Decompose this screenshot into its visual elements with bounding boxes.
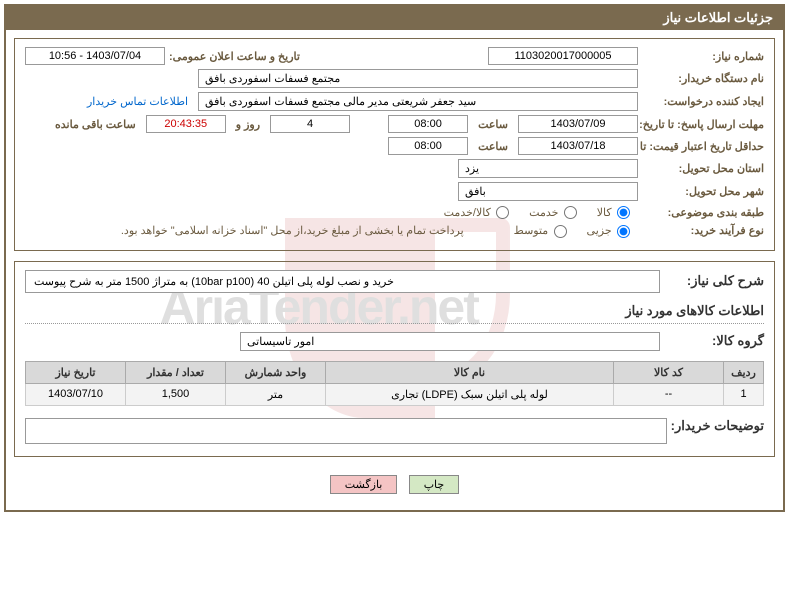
th-code: کد کالا: [614, 361, 724, 383]
announce-label: تاریخ و ساعت اعلان عمومی:: [169, 50, 300, 63]
buyer-notes-box: [25, 418, 667, 444]
city-value: بافق: [458, 182, 638, 201]
remaining-label: ساعت باقی مانده: [55, 118, 136, 131]
cell-name: لوله پلی اتیلن سبک (LDPE) تجاری: [326, 383, 614, 405]
info-panel: شماره نیاز: 1103020017000005 تاریخ و ساع…: [14, 38, 775, 251]
need-number-value: 1103020017000005: [488, 47, 638, 65]
button-bar: چاپ بازگشت: [14, 467, 775, 502]
days-value: 4: [270, 115, 350, 133]
cell-row: 1: [724, 383, 764, 405]
radio-medium[interactable]: [554, 225, 567, 238]
creator-label: ایجاد کننده درخواست:: [642, 95, 764, 108]
payment-note: پرداخت تمام یا بخشی از مبلغ خرید،از محل …: [121, 224, 464, 237]
validity-date: 1403/07/18: [518, 137, 638, 155]
summary-label: شرح کلی نیاز:: [664, 273, 764, 289]
announce-value: 1403/07/04 - 10:56: [25, 47, 165, 65]
th-name: نام کالا: [326, 361, 614, 383]
province-label: استان محل تحویل:: [642, 162, 764, 175]
th-unit: واحد شمارش: [226, 361, 326, 383]
radio-medium-label: متوسط: [514, 225, 549, 237]
creator-value: سید جعفر شریعتی مدیر مالی مجتمع فسفات اس…: [198, 92, 638, 111]
category-label: طبقه بندی موضوعی:: [642, 206, 764, 219]
radio-both-label: کالا/خدمت: [444, 207, 491, 219]
page-title: جزئیات اطلاعات نیاز: [6, 6, 783, 30]
countdown: 20:43:35: [146, 115, 226, 133]
main-frame: جزئیات اطلاعات نیاز شماره نیاز: 11030200…: [4, 4, 785, 512]
process-label: نوع فرآیند خرید:: [642, 224, 764, 237]
buyer-label: نام دستگاه خریدار:: [642, 72, 764, 85]
time-label-1: ساعت: [478, 118, 508, 131]
contact-link[interactable]: اطلاعات تماس خریدار: [87, 95, 188, 108]
radio-goods[interactable]: [617, 206, 630, 219]
th-row: ردیف: [724, 361, 764, 383]
goods-section-title: اطلاعات کالاهای مورد نیاز: [25, 303, 764, 324]
days-and-label: روز و: [236, 118, 260, 131]
city-label: شهر محل تحویل:: [642, 185, 764, 198]
cell-qty: 1,500: [126, 383, 226, 405]
validity-label: حداقل تاریخ اعتبار قیمت: تا تاریخ:: [642, 140, 764, 153]
radio-partial[interactable]: [617, 225, 630, 238]
cell-unit: متر: [226, 383, 326, 405]
back-button[interactable]: بازگشت: [330, 475, 398, 494]
radio-goods-label: کالا: [597, 207, 612, 219]
cell-date: 1403/07/10: [26, 383, 126, 405]
goods-table: ردیف کد کالا نام کالا واحد شمارش تعداد /…: [25, 361, 764, 406]
print-button[interactable]: چاپ: [409, 475, 460, 494]
radio-service-label: خدمت: [529, 207, 558, 219]
deadline-label: مهلت ارسال پاسخ: تا تاریخ:: [642, 118, 764, 131]
radio-service[interactable]: [564, 206, 577, 219]
buyer-notes-label: توضیحات خریدار:: [671, 418, 764, 434]
radio-both[interactable]: [496, 206, 509, 219]
th-qty: تعداد / مقدار: [126, 361, 226, 383]
need-number-label: شماره نیاز:: [642, 50, 764, 63]
deadline-date: 1403/07/09: [518, 115, 638, 133]
group-label: گروه کالا:: [664, 333, 764, 349]
table-row: 1 -- لوله پلی اتیلن سبک (LDPE) تجاری متر…: [26, 383, 764, 405]
cell-code: --: [614, 383, 724, 405]
validity-time: 08:00: [388, 137, 468, 155]
th-date: تاریخ نیاز: [26, 361, 126, 383]
details-panel: شرح کلی نیاز: خرید و نصب لوله پلی اتیلن …: [14, 261, 775, 457]
time-label-2: ساعت: [478, 140, 508, 153]
buyer-value: مجتمع فسفات اسفوردی بافق: [198, 69, 638, 88]
province-value: یزد: [458, 159, 638, 178]
radio-partial-label: جزیی: [587, 225, 612, 237]
summary-text: خرید و نصب لوله پلی اتیلن 40 (10bar p100…: [25, 270, 660, 293]
group-value: امور تاسیساتی: [240, 332, 660, 351]
deadline-time: 08:00: [388, 115, 468, 133]
